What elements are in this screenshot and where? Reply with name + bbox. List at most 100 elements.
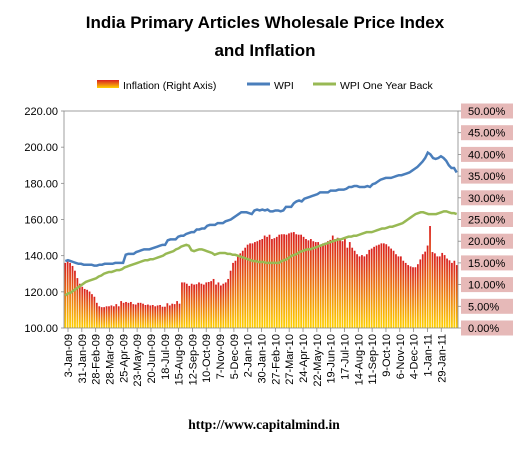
- x-tick-label: 29-Jan-11: [436, 334, 448, 383]
- inflation-bar: [181, 282, 183, 328]
- inflation-bar: [397, 256, 400, 328]
- right-tick-label: 40.00%: [468, 149, 506, 161]
- right-tick-band: [461, 168, 513, 184]
- left-tick-label: 160.00: [24, 215, 58, 227]
- inflation-bar: [69, 262, 71, 328]
- inflation-bar: [275, 236, 278, 328]
- x-tick-label: 22-May-10: [312, 334, 324, 387]
- inflation-bar: [93, 296, 96, 328]
- left-tick-label: 180.00: [24, 178, 58, 190]
- inflation-bar: [292, 232, 295, 328]
- left-tick-label: 120.00: [24, 287, 58, 299]
- inflation-bar: [363, 256, 366, 328]
- inflation-bar: [81, 286, 84, 328]
- inflation-bar: [322, 243, 324, 328]
- inflation-bar: [370, 248, 373, 328]
- inflation-bar: [375, 245, 378, 328]
- inflation-bar: [183, 282, 186, 328]
- legend: Inflation (Right Axis) WPI WPI One Year …: [97, 80, 434, 92]
- inflation-bar: [346, 247, 349, 328]
- inflation-bar: [399, 256, 402, 328]
- inflation-bar: [190, 283, 193, 328]
- x-tick-label: 2-Jan-10: [243, 334, 255, 377]
- inflation-bar: [353, 250, 356, 328]
- inflation-bar: [280, 234, 283, 328]
- inflation-bar: [331, 235, 334, 328]
- left-tick-label: 100.00: [24, 323, 58, 335]
- inflation-bar: [341, 241, 344, 328]
- inflation-bar: [263, 235, 266, 328]
- inflation-bar: [314, 242, 317, 328]
- inflation-bar: [115, 304, 118, 328]
- series-line-wpi: [64, 150, 458, 267]
- inflation-bar: [409, 266, 412, 328]
- inflation-bar: [78, 283, 81, 328]
- inflation-bar: [365, 254, 368, 328]
- inflation-bar: [224, 282, 227, 328]
- inflation-bar: [98, 306, 101, 328]
- inflation-bar: [188, 285, 191, 328]
- inflation-bar: [100, 307, 103, 328]
- inflation-bar: [154, 306, 157, 328]
- chart-title-line1: India Primary Articles Wholesale Price I…: [86, 13, 445, 32]
- inflation-bar: [142, 303, 144, 328]
- inflation-bar: [278, 234, 281, 328]
- inflation-bar: [110, 305, 113, 328]
- inflation-bar: [88, 291, 91, 328]
- inflation-bar: [368, 249, 371, 328]
- inflation-bar: [256, 241, 259, 328]
- inflation-bar: [419, 259, 422, 328]
- x-tick-label: 31-Jan-09: [77, 334, 89, 384]
- inflation-bar: [237, 255, 239, 328]
- inflation-bar: [356, 254, 358, 328]
- right-tick-label: 25.00%: [468, 215, 506, 227]
- inflation-bars: [64, 226, 458, 328]
- inflation-bar: [436, 256, 439, 328]
- inflation-bar: [290, 232, 293, 328]
- inflation-bar: [144, 305, 147, 328]
- inflation-bar: [103, 307, 105, 328]
- inflation-bar: [438, 256, 441, 328]
- inflation-bar: [134, 304, 137, 328]
- inflation-bar: [217, 282, 220, 328]
- chart-title-line2: and Inflation: [214, 41, 315, 60]
- inflation-bar: [319, 244, 322, 328]
- inflation-bar: [86, 289, 88, 328]
- x-tick-label: 14-Aug-10: [353, 334, 365, 385]
- right-tick-band: [461, 103, 513, 119]
- inflation-bar: [205, 282, 208, 328]
- inflation-bar: [198, 282, 200, 328]
- inflation-bar: [246, 244, 249, 328]
- x-tick-label: 9-Oct-10: [381, 334, 393, 377]
- inflation-bar: [361, 255, 363, 328]
- inflation-bar: [283, 234, 285, 328]
- inflation-bar: [424, 251, 427, 328]
- inflation-bar: [212, 278, 215, 328]
- legend-label-wpi-back: WPI One Year Back: [340, 80, 434, 92]
- inflation-bar: [300, 234, 302, 328]
- inflation-bar: [120, 301, 123, 328]
- x-tick-label: 28-Mar-09: [104, 334, 116, 385]
- inflation-bar: [151, 305, 154, 328]
- right-tick-band: [461, 233, 513, 249]
- inflation-bar: [266, 236, 268, 328]
- x-tick-label: 5-Dec-09: [229, 334, 241, 379]
- inflation-bar: [207, 282, 210, 328]
- inflation-bar: [91, 294, 93, 328]
- inflation-bar: [132, 304, 135, 328]
- inflation-bar: [431, 252, 434, 328]
- inflation-bar: [414, 267, 417, 328]
- inflation-bar: [404, 262, 407, 328]
- right-tick-band: [461, 190, 513, 206]
- inflation-bar: [344, 239, 346, 328]
- left-tick-label: 200.00: [24, 142, 58, 154]
- inflation-bar: [261, 239, 264, 328]
- x-tick-label: 20-Jun-09: [146, 334, 158, 384]
- x-tick-label: 4-Dec-10: [409, 334, 421, 379]
- inflation-bar: [156, 305, 159, 328]
- inflation-bar: [164, 306, 166, 328]
- inflation-bar: [202, 284, 205, 328]
- inflation-bar: [441, 252, 444, 328]
- inflation-bar: [166, 303, 169, 328]
